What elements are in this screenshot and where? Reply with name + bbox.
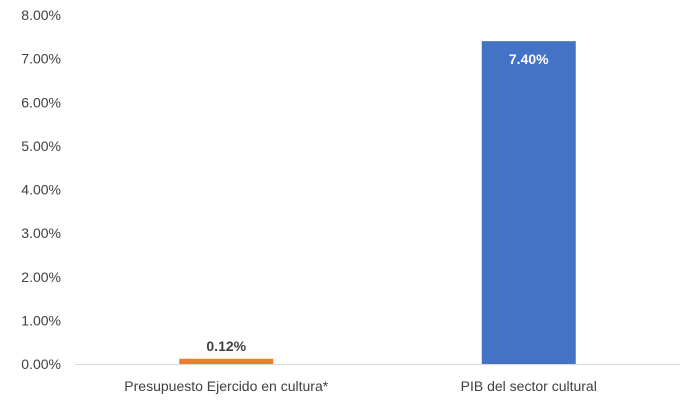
y-tick-label: 6.00% [21, 94, 61, 110]
bar-series [179, 41, 576, 365]
data-label: 0.12% [206, 338, 246, 354]
y-axis-tick-labels: 0.00% 1.00% 2.00% 3.00% 4.00% 5.00% 6.00% 7.00%… [21, 7, 61, 372]
x-category-label: Presupuesto Ejercido en cultura* [124, 378, 328, 394]
data-label: 7.40% [509, 51, 549, 67]
y-tick-label: 7.00% [21, 51, 61, 67]
y-tick-label: 8.00% [21, 7, 61, 23]
y-tick-label: 4.00% [21, 182, 61, 198]
y-tick-label: 2.00% [21, 269, 61, 285]
x-category-label: PIB del sector cultural [461, 378, 597, 394]
bar [481, 41, 576, 365]
y-tick-label: 3.00% [21, 225, 61, 241]
bar [179, 358, 274, 364]
y-tick-label: 1.00% [21, 312, 61, 328]
y-tick-label: 0.00% [21, 356, 61, 372]
y-tick-label: 5.00% [21, 138, 61, 154]
x-axis-category-labels: Presupuesto Ejercido en cultura* PIB del … [124, 378, 597, 394]
data-labels: 0.12% 7.40% [206, 51, 549, 354]
